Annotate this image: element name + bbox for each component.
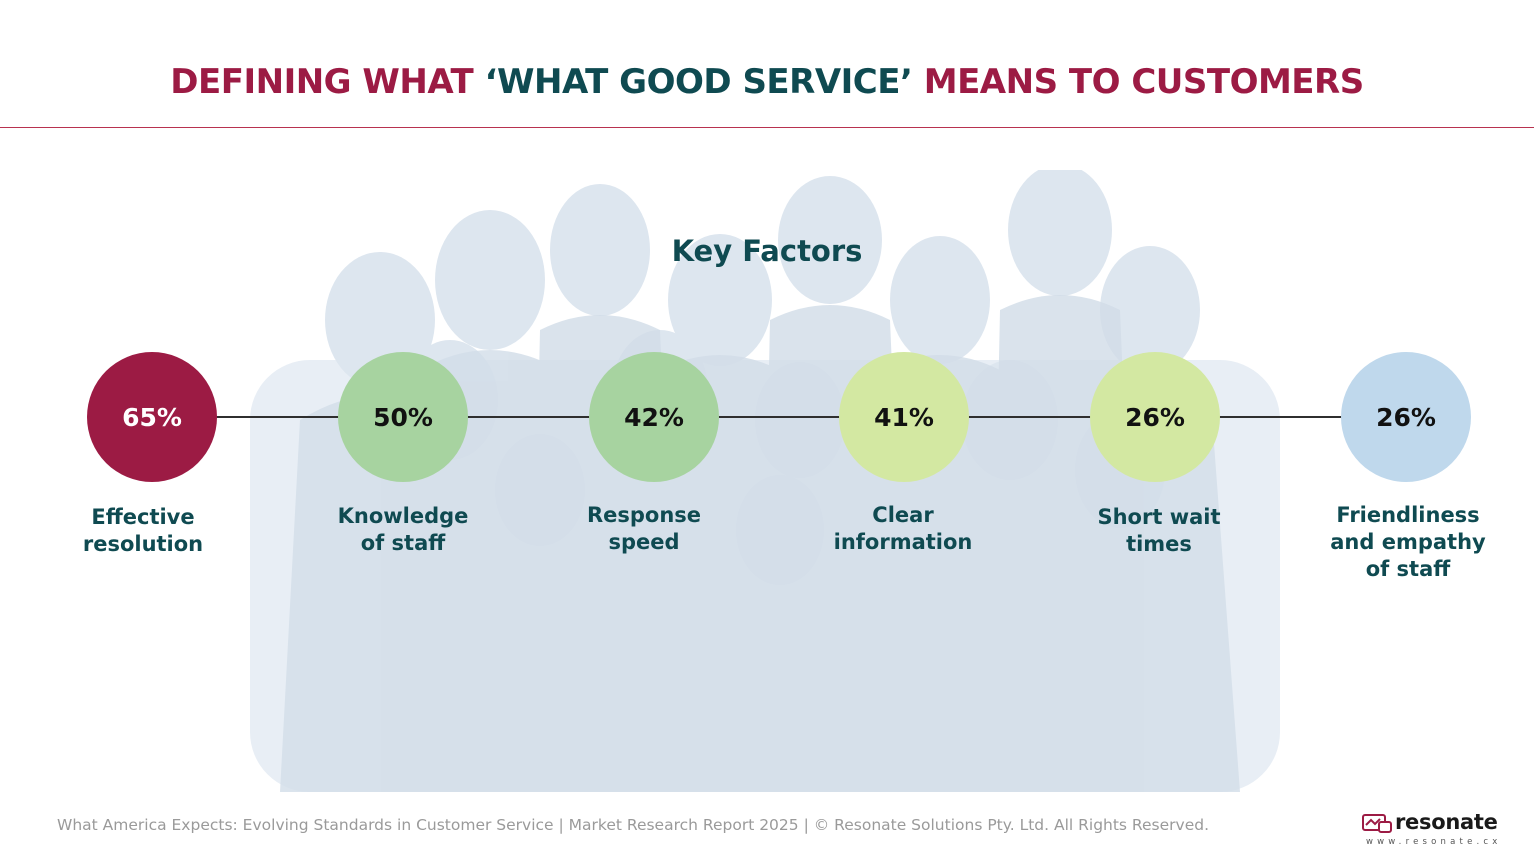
title-part-1: DEFINING WHAT [170,62,485,102]
factor-label-knowledge-of-staff: Knowledge of staff [303,503,503,557]
timeline-connector [152,416,1406,418]
factor-label-effective-resolution: Effective resolution [43,504,243,558]
logo-wordmark: resonate [1395,810,1498,834]
factor-label-line: Short wait [1097,505,1221,529]
factor-label-line: Response [586,503,702,527]
factor-label-line: Clear [872,503,934,527]
factor-circle-short-wait-times: 26% [1090,352,1220,482]
factor-label-clear-information: Clear information [803,502,1003,556]
factor-label-short-wait-times: Short wait times [1059,504,1259,558]
factor-label-line: of staff [360,531,446,555]
background-people-photo [250,170,1280,792]
factor-label-response-speed: Response speed [544,502,744,556]
factor-circle-effective-resolution: 65% [87,352,217,482]
factor-label-line: Friendliness [1336,503,1480,527]
title-part-3: MEANS TO CUSTOMERS [912,62,1364,102]
resonate-logo: resonate www.resonate.cx [1362,810,1498,850]
factor-label-line: resolution [82,532,204,556]
title-part-2-accent: ‘WHAT GOOD SERVICE’ [484,62,913,102]
factor-label-line: Knowledge [337,504,469,528]
factor-circle-clear-information: 41% [839,352,969,482]
factor-label-line: and empathy [1330,530,1486,554]
key-factors-heading: Key Factors [671,234,863,268]
factor-label-line: of staff [1365,557,1451,581]
factor-label-line: times [1126,532,1192,556]
factor-label-line: information [833,530,973,554]
factor-label-friendliness: Friendliness and empathy of staff [1308,502,1508,583]
factor-label-line: speed [608,530,680,554]
logo-url: www.resonate.cx [1366,837,1502,847]
factor-label-line: Effective [91,505,195,529]
factor-circle-response-speed: 42% [589,352,719,482]
factor-circle-knowledge-of-staff: 50% [338,352,468,482]
resonate-logo-icon [1362,814,1392,833]
factor-circle-friendliness: 26% [1341,352,1471,482]
page-title: DEFINING WHAT ‘WHAT GOOD SERVICE’ MEANS … [0,62,1534,102]
footer-copyright: What America Expects: Evolving Standards… [57,816,1210,834]
title-divider [0,127,1534,128]
